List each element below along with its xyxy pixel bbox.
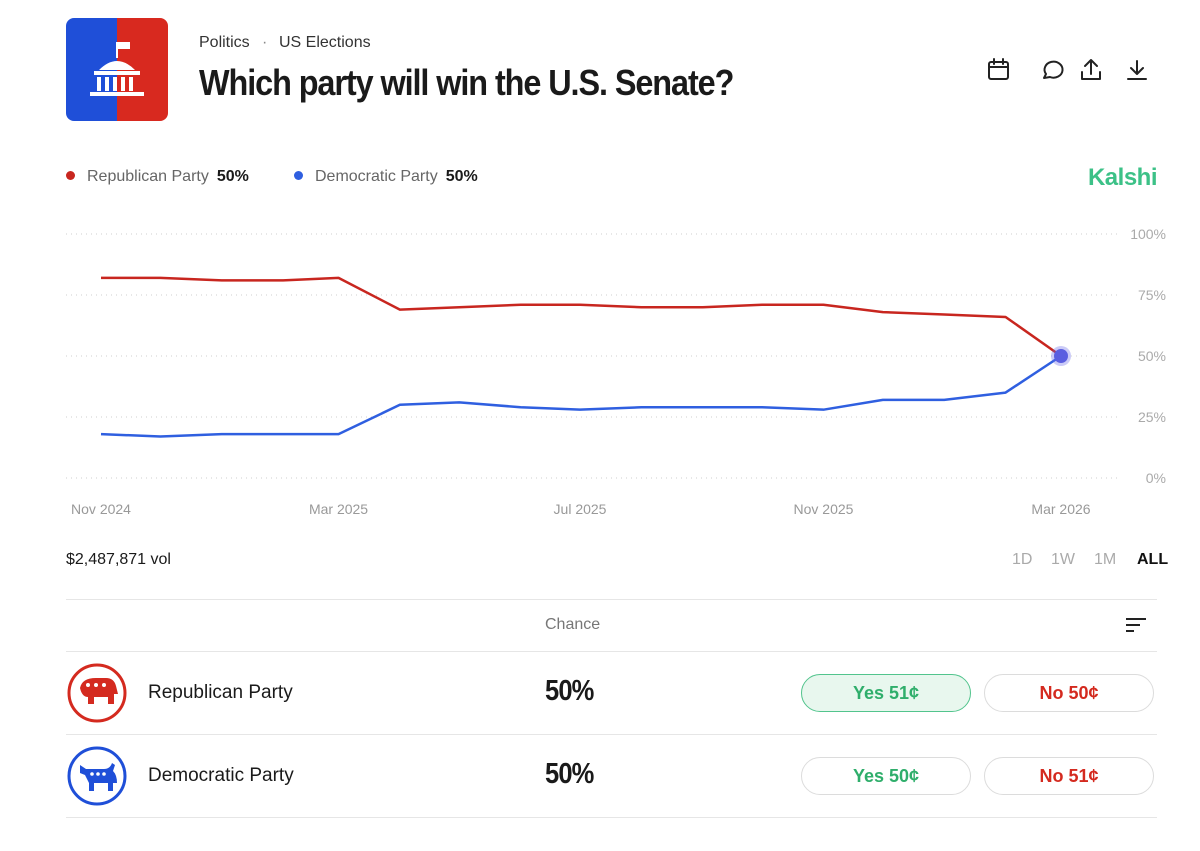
y-tick-label: 50% [1138, 348, 1166, 364]
legend-dot [66, 171, 75, 180]
divider [66, 734, 1157, 735]
outcome-name: Democratic Party [148, 765, 294, 786]
range-button[interactable]: 1M [1094, 551, 1117, 568]
divider [66, 651, 1157, 652]
x-tick-label: Mar 2025 [309, 501, 368, 517]
current-point [1054, 349, 1068, 363]
y-tick-label: 25% [1138, 409, 1166, 425]
legend-label: Democratic Party [315, 168, 438, 185]
legend-label: Republican Party [87, 168, 209, 185]
outcome-chance: 50% [545, 675, 594, 707]
republican-logo [67, 663, 127, 723]
volume: $2,487,871 vol [66, 551, 171, 568]
legend-value: 50% [445, 168, 478, 185]
column-header: Chance [545, 616, 601, 633]
brand-logo: Kalshi [1087, 164, 1158, 191]
divider [66, 817, 1157, 818]
democratic-logo [67, 746, 127, 806]
range-button[interactable]: 1W [1051, 551, 1075, 568]
range-button[interactable]: ALL [1137, 551, 1169, 568]
sort-icon[interactable] [1125, 617, 1147, 633]
legend-dot [294, 171, 303, 180]
legend-item: Republican Party 50% [66, 168, 249, 186]
share-icon[interactable] [1081, 59, 1101, 80]
no-button[interactable]: No 50¢ [984, 674, 1154, 712]
page-title: Which party will win the U.S. Senate? [199, 62, 734, 103]
toolbar [988, 58, 1147, 80]
download-icon[interactable] [1127, 60, 1147, 80]
outcome-name: Republican Party [148, 682, 293, 703]
yes-button[interactable]: Yes 51¢ [801, 674, 971, 712]
chart: 100% 75% 50% 25% 0% Nov 2024 Mar 2025 Jul 2025 N… [66, 226, 1166, 517]
y-tick-label: 100% [1130, 226, 1166, 242]
y-tick-label: 0% [1146, 470, 1166, 486]
legend-value: 50% [216, 168, 249, 185]
x-tick-label: Nov 2024 [71, 501, 131, 517]
series-line [101, 276, 1062, 358]
legend-item: Democratic Party 50% [294, 168, 478, 186]
x-tick-label: Jul 2025 [554, 501, 607, 517]
x-tick-label: Nov 2025 [794, 501, 854, 517]
divider [66, 599, 1157, 600]
market-icon [66, 18, 168, 121]
x-tick-label: Mar 2026 [1031, 501, 1090, 517]
no-button[interactable]: No 51¢ [984, 757, 1154, 795]
separator: · [262, 34, 268, 51]
comment-icon[interactable] [1043, 60, 1064, 79]
breadcrumb[interactable]: Politics [199, 34, 250, 51]
breadcrumb[interactable]: US Elections [279, 34, 371, 51]
series-line [100, 354, 1062, 438]
outcome-chance: 50% [545, 758, 594, 790]
yes-button[interactable]: Yes 50¢ [801, 757, 971, 795]
calendar-icon[interactable] [988, 58, 1009, 80]
y-tick-label: 75% [1138, 287, 1166, 303]
range-button[interactable]: 1D [1012, 551, 1033, 568]
